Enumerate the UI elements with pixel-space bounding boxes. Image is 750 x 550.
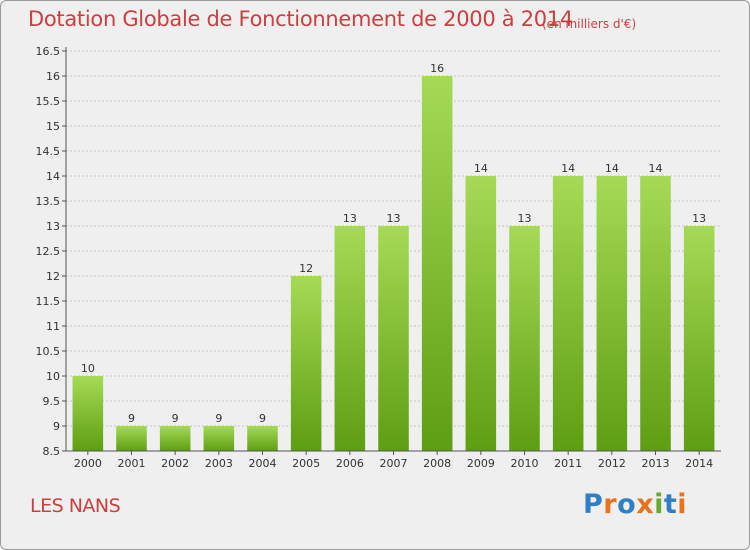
x-tick-label: 2011 [554,457,582,470]
data-label: 14 [474,162,488,175]
data-label: 9 [259,412,266,425]
y-tick-label: 8.5 [43,445,61,458]
data-label: 14 [561,162,575,175]
data-label: 9 [128,412,135,425]
bar-2006 [334,226,366,451]
bar-2005 [290,276,322,451]
chart-unit-note: (en milliers d'€) [542,17,637,31]
data-label: 10 [81,362,95,375]
x-tick-label: 2013 [642,457,670,470]
bar-2013 [640,176,671,451]
data-label: 13 [692,212,706,225]
x-tick-label: 2006 [336,457,364,470]
x-tick-label: 2012 [598,457,626,470]
data-label: 14 [605,162,619,175]
proxiti-logo: Proxiti [583,489,687,520]
logo-letter: i [654,489,664,520]
y-tick-label: 11 [46,320,60,333]
y-tick-label: 11.5 [36,295,61,308]
y-tick-label: 12.5 [36,245,61,258]
bar-2014 [683,226,715,451]
labels: 8.5 9 9.5 10 10.5 11 11.5 12 12.5 13 13.5 14 14.5 15 1… [36,45,714,470]
data-label: 13 [518,212,532,225]
y-tick-label: 16 [46,70,60,83]
x-tick-label: 2008 [423,457,451,470]
y-tick-label: 13 [46,220,60,233]
y-tick-label: 15 [46,120,60,133]
y-tick-label: 14.5 [36,145,61,158]
bar-2007 [378,226,409,451]
commune-name: LES NANS [30,495,121,517]
y-tick-label: 13.5 [36,195,61,208]
bar-2003 [203,426,235,451]
axes [62,47,721,455]
y-tick-label: 15.5 [36,95,61,108]
bar-2011 [552,176,584,451]
x-tick-label: 2002 [161,457,189,470]
bar-2004 [247,426,278,451]
x-tick-label: 2001 [118,457,146,470]
y-tick-label: 9 [53,420,60,433]
bars [72,76,715,451]
bar-2000 [72,376,104,451]
bar-2009 [465,176,497,451]
x-tick-label: 2005 [292,457,320,470]
bar-2001 [116,426,147,451]
y-tick-label: 10.5 [36,345,61,358]
bar-2008 [421,76,453,451]
data-label: 9 [215,412,222,425]
data-label: 9 [172,412,179,425]
x-tick-label: 2009 [467,457,495,470]
x-tick-label: 2010 [511,457,539,470]
bar-2002 [159,426,191,451]
x-tick-label: 2003 [205,457,233,470]
logo-letter: i [677,489,688,520]
y-tick-label: 10 [46,370,60,383]
x-tick-label: 2014 [685,457,713,470]
logo-letter: o [617,489,637,520]
bar-2012 [596,176,628,451]
data-label: 13 [387,212,401,225]
chart-title: Dotation Globale de Fonctionnement de 20… [28,7,573,31]
x-tick-label: 2007 [380,457,408,470]
logo-letter: t [663,489,678,520]
logo-letter: P [583,489,604,520]
logo-letter: r [603,489,618,520]
y-tick-label: 14 [46,170,60,183]
y-tick-label: 12 [46,270,60,283]
data-label: 13 [343,212,357,225]
bar-2010 [509,226,540,451]
data-label: 14 [649,162,663,175]
y-tick-label: 9.5 [43,395,61,408]
y-tick-label: 16.5 [36,45,61,58]
x-tick-label: 2004 [249,457,277,470]
data-label: 12 [299,262,313,275]
data-label: 16 [430,62,444,75]
x-tick-label: 2000 [74,457,102,470]
logo-letter: x [636,489,655,520]
